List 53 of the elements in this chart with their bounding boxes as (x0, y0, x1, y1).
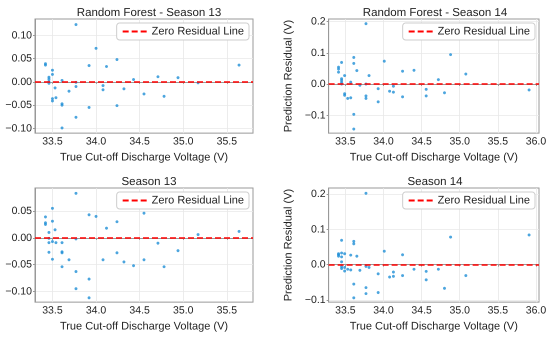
x-tick-label: 36.0 (526, 136, 546, 148)
y-tick-label: −0.05 (5, 99, 32, 112)
chart-title: Season 14 (408, 176, 464, 188)
x-tick-label: 34.5 (411, 136, 432, 148)
y-tick-label: 0.1 (311, 46, 326, 59)
y-tick-label: −0.10 (5, 285, 32, 298)
y-tick-label: 0.1 (311, 223, 326, 236)
x-axis-title: True Cut-off Discharge Voltage (V) (60, 152, 228, 164)
x-tick-label: 35.0 (450, 304, 470, 317)
y-tick-label: 0.00 (12, 232, 32, 244)
chart-title: Season 13 (122, 176, 176, 188)
y-tick-label: −0.1 (304, 109, 326, 122)
legend-label: Zero Residual Line (152, 26, 244, 38)
x-tick-label: 35.0 (450, 136, 470, 148)
x-tick-label: 33.5 (42, 304, 63, 317)
y-tick-label: 0.10 (12, 29, 32, 42)
y-tick-label: 0.05 (12, 205, 32, 218)
y-tick-label: 0.00 (12, 76, 32, 88)
x-tick-label: 33.5 (335, 304, 356, 317)
x-axis-title: True Cut-off Discharge Voltage (V) (350, 320, 518, 332)
x-tick-label: 34.0 (373, 136, 394, 148)
legend-label: Zero Residual Line (438, 26, 530, 38)
x-tick-label: 35.5 (488, 136, 508, 148)
x-axis-title: True Cut-off Discharge Voltage (V) (60, 320, 228, 332)
x-tick-label: 34.0 (86, 304, 106, 317)
x-tick-label: 33.5 (335, 136, 356, 148)
y-axis-title: Prediction Residual (V) (282, 188, 294, 302)
x-tick-label: 34.5 (129, 304, 150, 317)
chart-title: Random Forest - Season 14 (362, 7, 508, 19)
x-tick-label: 35.5 (216, 304, 238, 317)
x-tick-label: 34.5 (129, 136, 150, 148)
legend-label: Zero Residual Line (438, 194, 530, 206)
y-tick-label: 0.2 (311, 188, 326, 200)
x-tick-label: 35.0 (173, 304, 194, 317)
y-tick-label: 0.2 (311, 16, 326, 28)
y-axis-title: Prediction Residual (V) (282, 20, 294, 132)
legend-label: Zero Residual Line (152, 194, 244, 206)
x-tick-label: 36.0 (526, 304, 546, 317)
y-tick-label: −0.05 (5, 258, 32, 271)
y-tick-label: 0.0 (311, 258, 326, 271)
x-tick-label: 35.5 (488, 304, 508, 317)
x-tick-label: 34.0 (373, 304, 394, 317)
y-tick-label: −0.10 (5, 122, 32, 134)
x-tick-label: 33.5 (42, 136, 63, 148)
x-tick-label: 34.0 (86, 136, 106, 148)
x-tick-label: 34.5 (411, 304, 432, 317)
x-tick-label: 35.5 (216, 136, 238, 148)
x-tick-label: 35.0 (173, 136, 194, 148)
chart-title: Random Forest - Season 13 (76, 7, 222, 19)
y-tick-label: 0.05 (12, 52, 32, 65)
x-axis-title: True Cut-off Discharge Voltage (V) (350, 152, 518, 164)
y-tick-label: −0.1 (304, 294, 326, 306)
y-tick-label: 0.0 (311, 78, 326, 90)
